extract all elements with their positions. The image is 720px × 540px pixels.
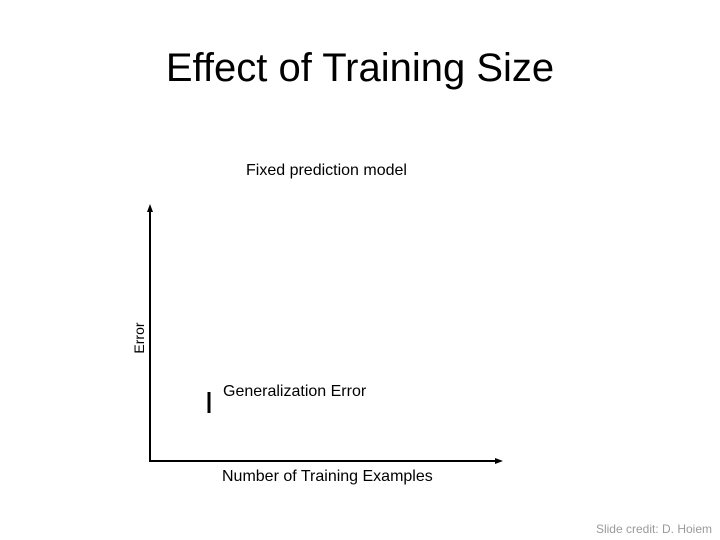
slide-credit: Slide credit: D. Hoiem — [595, 522, 712, 536]
diagram-subtitle: Fixed prediction model — [246, 162, 407, 179]
y-axis-label: Error — [131, 322, 147, 354]
generalization-error-label: Generalization Error — [223, 383, 367, 400]
slide-title: Effect of Training Size — [165, 46, 555, 90]
y-axis-arrowhead — [147, 204, 153, 212]
x-axis-label: Number of Training Examples — [222, 468, 433, 485]
x-axis-arrowhead — [495, 458, 503, 464]
partial-label-clip: Generalization Error — [215, 376, 415, 400]
